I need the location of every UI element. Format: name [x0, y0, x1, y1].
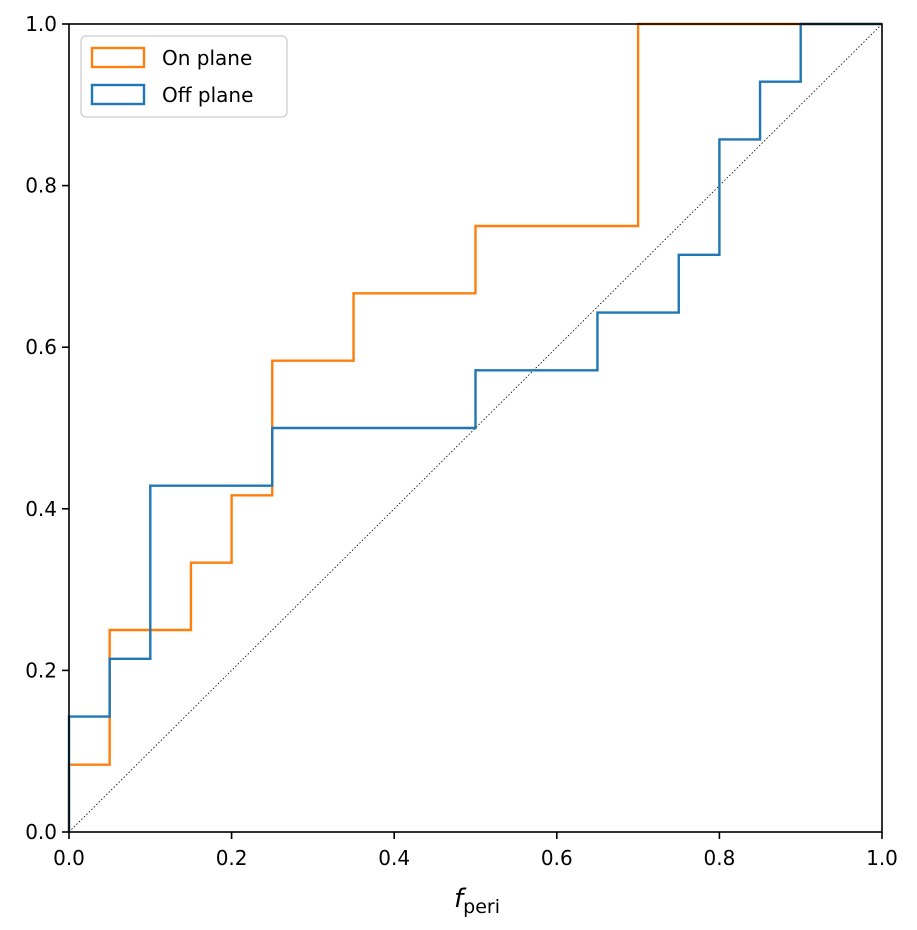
- x-tick-label: 1.0: [866, 846, 898, 870]
- x-tick-label: 0.2: [216, 846, 248, 870]
- x-tick-label: 0.8: [703, 846, 735, 870]
- series-line-off-plane: [67, 22, 882, 832]
- series-layer: [67, 22, 883, 833]
- x-tick-label: 0.0: [53, 846, 85, 870]
- legend-swatch-on-plane: [90, 46, 146, 69]
- legend-label-off-plane: Off plane: [162, 83, 253, 107]
- legend: On plane Off plane: [80, 35, 288, 118]
- y-tick-label: 0.0: [25, 820, 57, 844]
- y-tick-label: 0.4: [25, 497, 57, 521]
- legend-swatch-off-plane: [90, 83, 146, 106]
- y-tick-label: 0.8: [25, 174, 57, 198]
- y-tick-label: 0.6: [25, 335, 57, 359]
- x-tick-label: 0.4: [378, 846, 410, 870]
- y-tick-label: 1.0: [25, 12, 57, 36]
- x-axis-label-sub: peri: [463, 896, 500, 918]
- legend-box: [80, 35, 288, 118]
- axes-frame: [68, 23, 883, 833]
- legend-label-on-plane: On plane: [162, 46, 252, 70]
- y-tick-label: 0.2: [25, 658, 57, 682]
- x-tick-label: 0.6: [541, 846, 573, 870]
- ticks-layer: 0.0 0.2 0.4 0.6 0.8 1.0 0.0 0.2 0.4 0.6 0.8 1.0: [25, 12, 898, 870]
